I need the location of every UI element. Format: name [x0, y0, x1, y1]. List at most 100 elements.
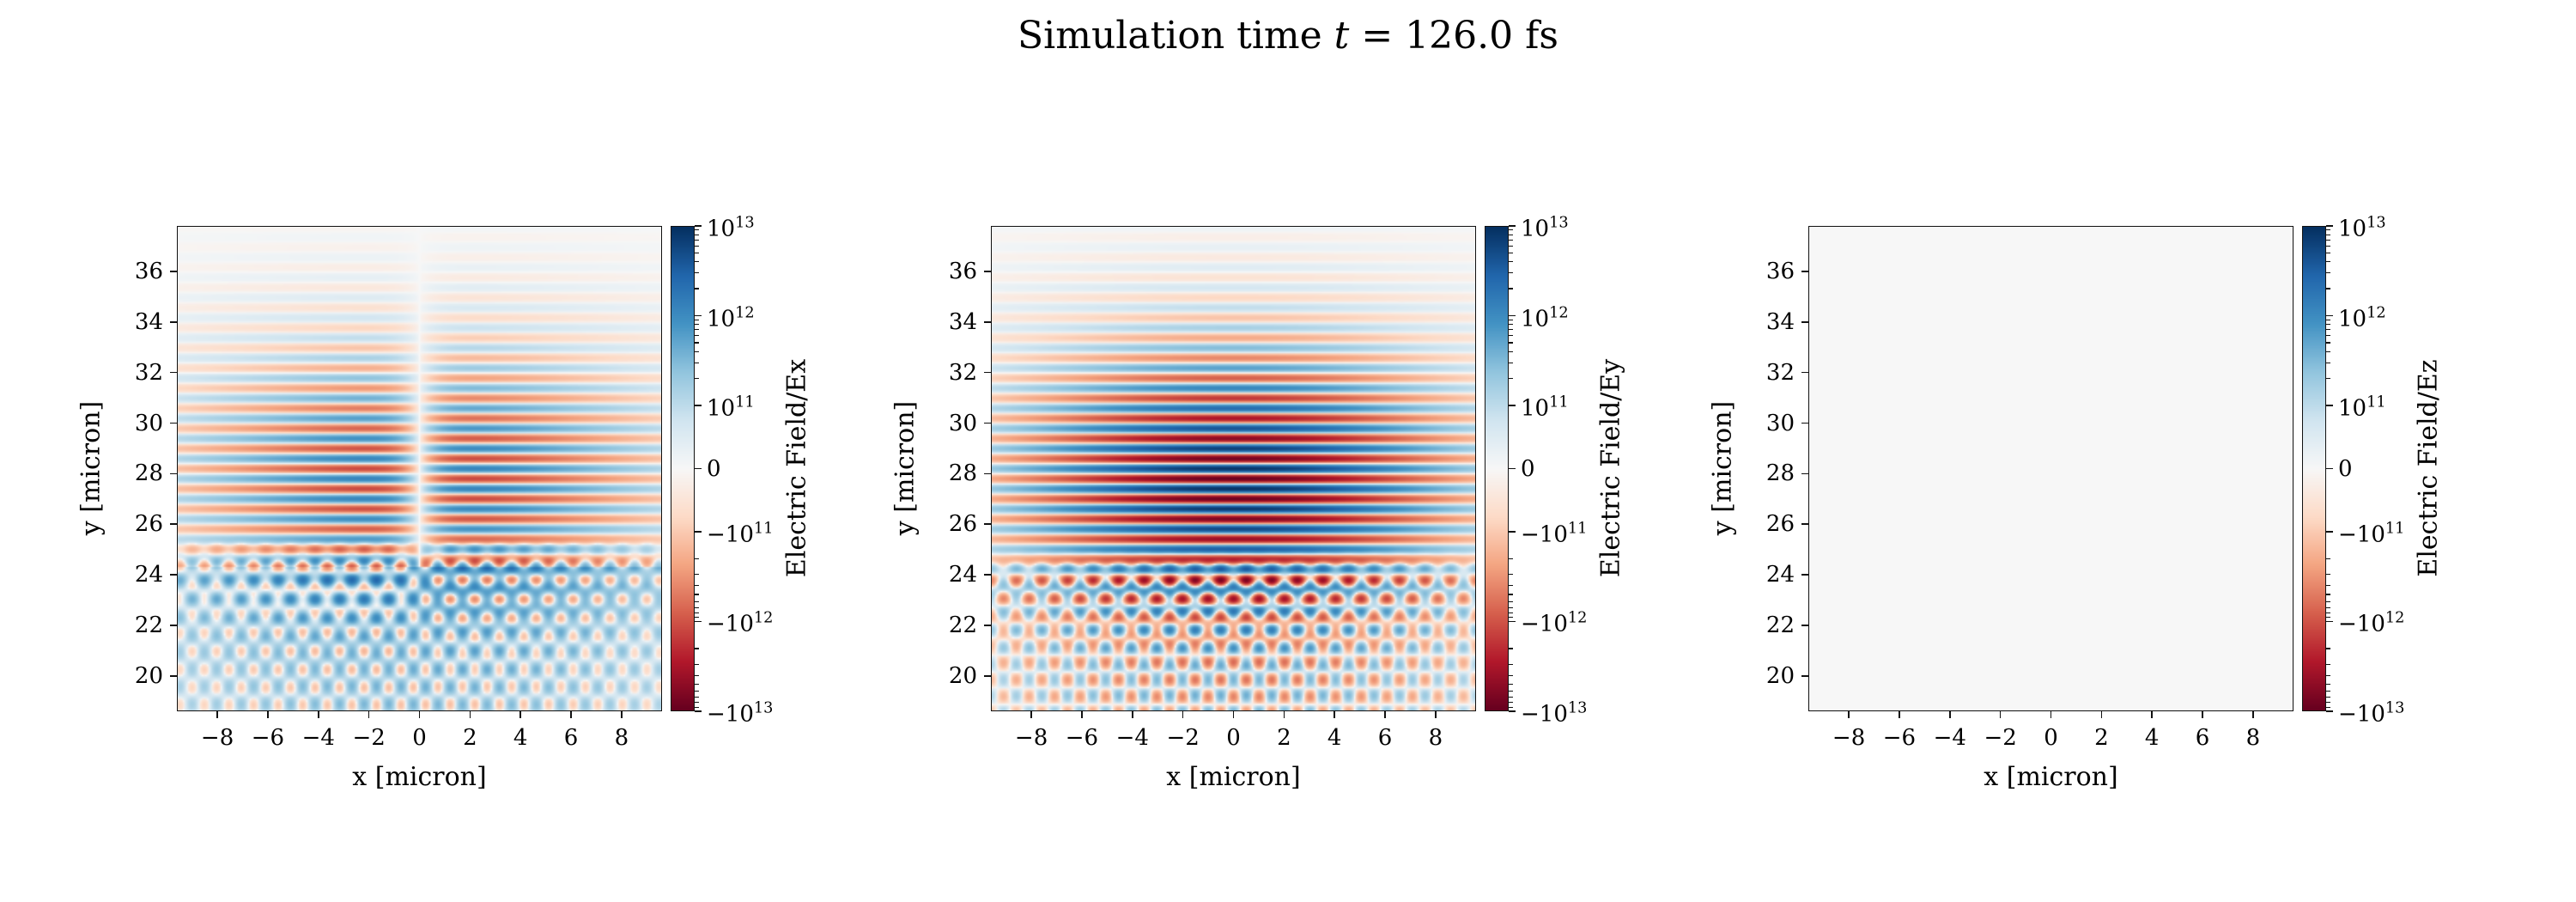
colorbar-tick-label: −1012 [2338, 610, 2405, 637]
heatmap-plot-ey [991, 226, 1476, 711]
colorbar-minor-tick-mark [1509, 702, 1513, 704]
y-tick-label: 36 [134, 258, 163, 284]
colorbar-minor-tick-mark [1509, 600, 1513, 602]
colorbar-minor-tick-mark [695, 324, 699, 326]
colorbar-tick-mark [2326, 467, 2333, 470]
x-tick-mark [1848, 711, 1850, 718]
x-tick-label: −6 [1882, 725, 1917, 751]
colorbar-tick-label: 0 [1521, 455, 1535, 482]
y-tick-mark [1801, 523, 1808, 526]
colorbar-tick-label: 1012 [2338, 304, 2386, 332]
colorbar-minor-tick-mark [2326, 329, 2330, 331]
colorbar-tick-mark [2326, 405, 2333, 406]
y-tick-mark [170, 574, 177, 576]
colorbar-minor-tick-mark [695, 260, 699, 263]
panel-ey: y [micron] −8 −6 −4 −2 0 2 4 6 8 20 22 24 26 28 30 32 34… [890, 215, 1626, 792]
colorbar-minor-tick-mark [695, 585, 699, 587]
colorbar-tick-mark [1509, 467, 1516, 470]
x-tick-label: 2 [2094, 725, 2109, 751]
colorbar-tick-mark [2326, 225, 2333, 227]
x-tick-label: 6 [1377, 725, 1393, 751]
colorbar-minor-tick-mark [2326, 229, 2330, 231]
colorbar-tick-label: 0 [707, 455, 721, 482]
colorbar-minor-tick-mark [695, 272, 699, 274]
x-tick-label: 6 [563, 725, 579, 751]
colorbar-tick-mark [695, 225, 702, 227]
x-tick-label: −2 [352, 725, 386, 751]
colorbar-minor-tick-mark [695, 691, 699, 692]
y-tick-mark [984, 321, 991, 323]
colorbar-minor-tick-mark [2326, 574, 2330, 576]
colorbar-minor-tick-mark [1509, 329, 1513, 331]
colorbar-minor-tick-mark [695, 617, 699, 619]
y-tick-mark [170, 321, 177, 323]
y-tick-mark [984, 675, 991, 677]
colorbar-minor-tick-mark [2326, 335, 2330, 337]
y-tick-label: 22 [948, 612, 977, 638]
title-suffix: = 126.0 fs [1349, 14, 1558, 58]
x-tick-mark [1899, 711, 1900, 718]
y-tick-label: 28 [134, 460, 163, 487]
colorbar-minor-tick-mark [2326, 617, 2330, 619]
colorbar-tick-mark [1509, 405, 1516, 406]
x-tick-mark [2202, 711, 2203, 718]
colorbar-minor-tick-mark [2326, 272, 2330, 274]
colorbar-gradient-ex [671, 227, 694, 710]
y-tick-label: 22 [1765, 612, 1795, 638]
colorbar-tick-mark [695, 314, 702, 317]
colorbar-minor-tick-mark [695, 697, 699, 698]
x-tick-mark [2050, 711, 2052, 718]
x-tick-label: −4 [301, 725, 335, 751]
x-tick-mark [1283, 711, 1285, 718]
colorbar-tick-mark [1509, 710, 1516, 712]
colorbar-tick-mark [2326, 710, 2333, 712]
colorbar-minor-tick-mark [1509, 229, 1513, 231]
title-prefix: Simulation time [1018, 14, 1334, 58]
colorbar-minor-tick-mark [2326, 606, 2330, 608]
colorbar-minor-tick-mark [695, 245, 699, 247]
x-tick-label: −6 [1065, 725, 1099, 751]
x-tick-mark [2100, 711, 2103, 718]
x-tick-label: −8 [1014, 725, 1048, 751]
x-tick-mark [469, 711, 471, 718]
x-tick-label: 6 [2195, 725, 2210, 751]
colorbar-minor-tick-mark [2326, 324, 2330, 326]
colorbar-minor-tick-mark [695, 288, 699, 289]
colorbar-tick-label: 0 [2338, 455, 2353, 482]
y-tick-mark [1801, 422, 1808, 424]
y-tick-label: 30 [134, 410, 163, 436]
colorbar-minor-tick-mark [695, 606, 699, 608]
colorbar-minor-tick-mark [1509, 683, 1513, 686]
y-tick-label: 32 [1765, 359, 1795, 386]
colorbar-gradient-ey [1485, 227, 1508, 710]
x-axis-label: x [micron] [1984, 762, 2118, 792]
y-tick-mark [170, 422, 177, 424]
colorbar-minor-tick-mark [695, 574, 699, 576]
heatmap-plot-ez [1808, 226, 2293, 711]
x-tick-mark [2252, 711, 2254, 718]
x-tick-mark [1435, 711, 1437, 718]
x-axis-label: x [micron] [352, 762, 487, 792]
colorbar-minor-tick-mark [2326, 260, 2330, 263]
colorbar-tick-mark [695, 710, 702, 712]
y-tick-label: 32 [948, 359, 977, 386]
panel-ex: y [micron] −8 −6 −4 −2 0 2 4 6 8 20 22 24 26 28 30 32 34… [76, 215, 812, 792]
y-tick-label: 26 [134, 511, 163, 538]
x-tick-mark [418, 711, 421, 718]
colorbar-minor-tick-mark [1509, 245, 1513, 247]
colorbar-minor-tick-mark [2326, 683, 2330, 686]
x-tick-mark [519, 711, 521, 718]
colorbar-tick-label: −1013 [1521, 699, 1588, 728]
x-tick-mark [1182, 711, 1184, 718]
y-tick-label: 30 [948, 410, 977, 436]
colorbar-minor-tick-mark [695, 706, 699, 708]
y-tick-mark [984, 422, 991, 424]
colorbar-label-ez: Electric Field/Ez [2413, 359, 2444, 577]
colorbar-minor-tick-mark [2326, 585, 2330, 587]
colorbar-minor-tick-mark [2326, 239, 2330, 241]
y-tick-mark [170, 523, 177, 526]
x-tick-label: −2 [1984, 725, 2017, 751]
x-tick-label: 0 [1226, 725, 1241, 751]
x-tick-mark [1030, 711, 1032, 718]
x-tick-mark [570, 711, 572, 718]
